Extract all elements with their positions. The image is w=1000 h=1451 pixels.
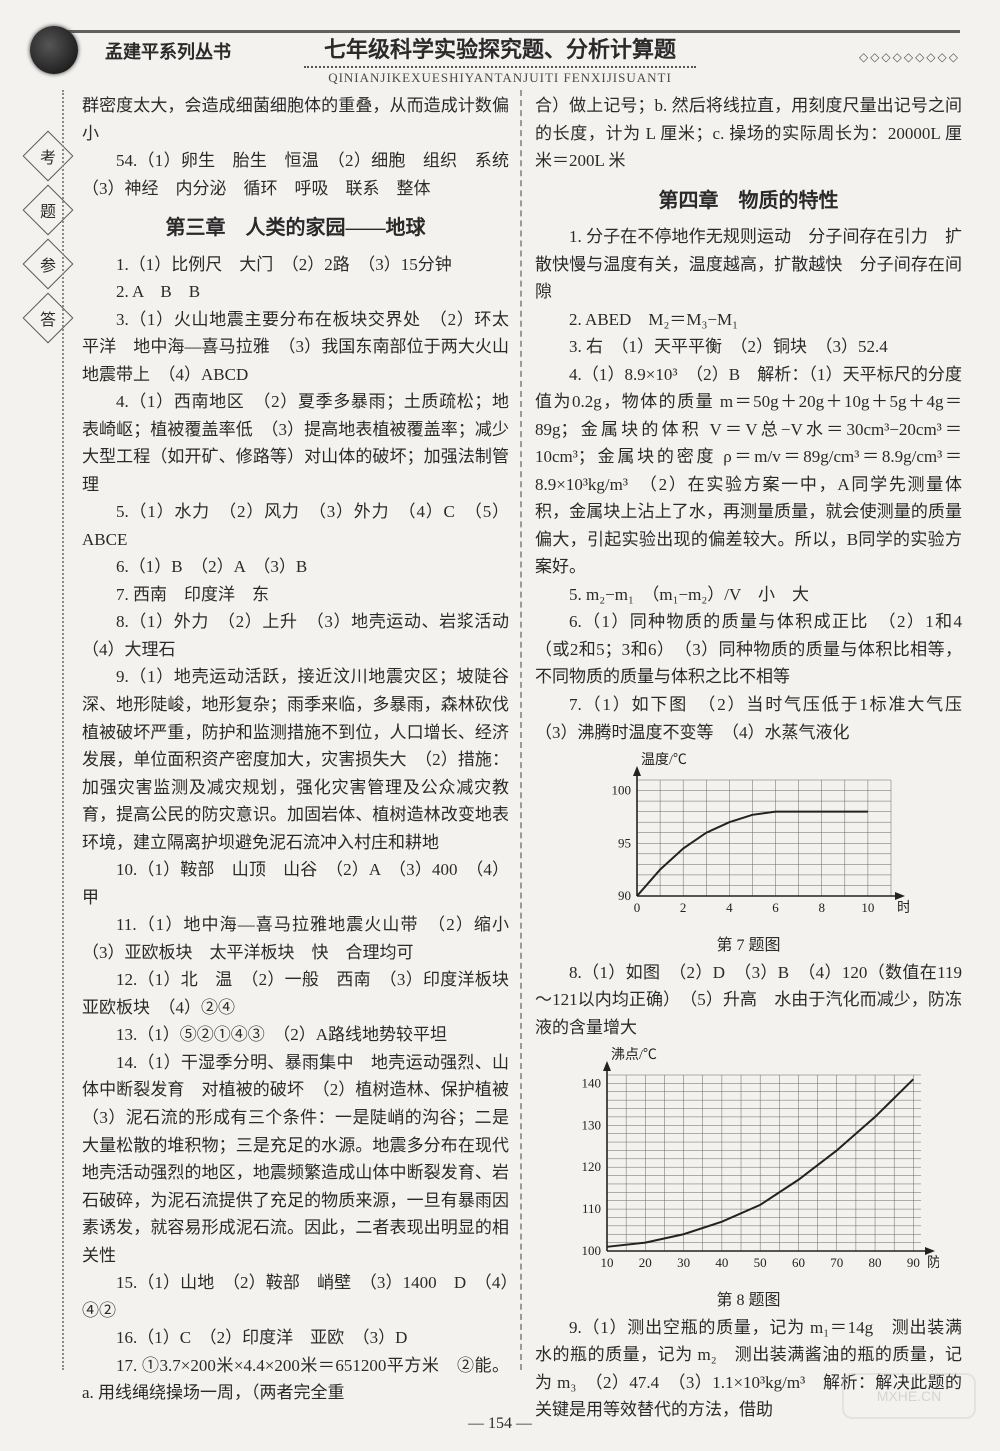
ch4-q6: 6.（1）同种物质的质量与体积成正比 （2）1和4（或2和5；3和6） （3）同… (535, 608, 962, 691)
svg-text:130: 130 (581, 1117, 601, 1132)
svg-text:2: 2 (679, 900, 686, 915)
ch3-q6: 6.（1）B （2）A （3）B (82, 553, 509, 581)
svg-text:70: 70 (830, 1255, 843, 1270)
svg-text:80: 80 (868, 1255, 881, 1270)
svg-text:140: 140 (581, 1075, 601, 1090)
svg-text:0: 0 (633, 900, 640, 915)
ans-continued: 群密度太大，会造成细菌细胞体的重叠，从而造成计数偏小 (82, 92, 509, 147)
figure-q8-caption: 第 8 题图 (535, 1288, 962, 1314)
ch3-q14: 14.（1）干湿季分明、暴雨集中 地壳运动强烈、山体中断裂发育 对植被的破坏 （… (82, 1049, 509, 1269)
chapter-3-title: 第三章 人类的家园——地球 (82, 212, 509, 244)
side-label-column: 考 题 参 答 (30, 120, 70, 354)
ch4-q8: 8.（1）如图 （2）D （3）B （4）120（数值在119～121以内均正确… (535, 959, 962, 1042)
side-dia-2: 题 (23, 185, 74, 236)
book-title: 七年级科学实验探究题、分析计算题 (304, 32, 696, 68)
ch3-q4: 4.（1）西南地区 （2）夏季多暴雨；土质疏松；地表崎岖；植被覆盖率低 （3）提… (82, 388, 509, 498)
figure-q7-caption: 第 7 题图 (535, 933, 962, 959)
chart-q8-svg: 10 20 30 40 50 60 70 80 90 100 110 120 130 140 防冻液含量/%… (559, 1047, 939, 1277)
ch3-q5: 5.（1）水力 （2）风力 （3）外力 （4）C （5）ABCE (82, 498, 509, 553)
svg-text:40: 40 (715, 1255, 728, 1270)
svg-text:90: 90 (906, 1255, 919, 1270)
ch4-q4: 4.（1）8.9×10³ （2）B 解析：（1）天平标尺的分度值为0.2g，物体… (535, 361, 962, 581)
svg-text:8: 8 (818, 900, 825, 915)
ch4-q2: 2. ABED M₂＝M₃−M₁ (535, 306, 962, 334)
ch4-q3: 3. 右 （1）天平平衡 （2）铜块 （3）52.4 (535, 333, 962, 361)
svg-text:30: 30 (677, 1255, 690, 1270)
side-dia-1-label: 考 (40, 144, 56, 168)
ch3-q11: 11.（1）地中海—喜马拉雅地震火山带 （2）缩小 （3）亚欧板块 太平洋板块 … (82, 911, 509, 966)
svg-text:100: 100 (581, 1243, 601, 1258)
ch3-q15: 15.（1）山地 （2）鞍部 峭壁 （3）1400 D （4）④② (82, 1269, 509, 1324)
ch4-q7: 7.（1）如下图 （2）当时气压低于1标准大气压 （3）沸腾时温度不变等 （4）… (535, 691, 962, 746)
ch3-q7: 7. 西南 印度洋 东 (82, 581, 509, 609)
side-dia-4: 答 (23, 293, 74, 344)
svg-text:6: 6 (772, 900, 779, 915)
svg-text:60: 60 (791, 1255, 804, 1270)
ch3-q2: 2. A B B (82, 278, 509, 306)
side-dia-1: 考 (23, 131, 74, 182)
ch4-q5: 5. m₂−m₁ （m₁−m₂）/V 小 大 (535, 581, 962, 609)
ans-54: 54.（1）卵生 胎生 恒温 （2）细胞 组织 系统 （3）神经 内分泌 循环 … (82, 147, 509, 202)
svg-text:防冻液含量/%: 防冻液含量/% (927, 1254, 939, 1271)
svg-text:120: 120 (581, 1159, 601, 1174)
chapter-4-title: 第四章 物质的特性 (535, 185, 962, 217)
side-dia-4-label: 答 (40, 306, 56, 330)
ch3-q9: 9.（1）地壳运动活跃，接近汶川地震灾区；坡陡谷深、地形陡峻，地形复杂；雨季来临… (82, 663, 509, 856)
svg-text:110: 110 (581, 1201, 600, 1216)
figure-q7: 0 2 4 6 8 10 90 95 100 时间/min 温度/℃ (535, 752, 962, 931)
ch3-q16: 16.（1）C （2）印度洋 亚欧 （3）D (82, 1324, 509, 1352)
ch3-q12: 12.（1）北 温 （2）一般 西南 （3）印度洋板块 亚欧板块 （4）②④ (82, 966, 509, 1021)
ch3-q3: 3.（1）火山地震主要分布在板块交界处 （2）环太平洋 地中海—喜马拉雅 （3）… (82, 306, 509, 389)
svg-text:95: 95 (618, 835, 631, 850)
ch3-q8: 8.（1）外力 （2）上升 （3）地壳运动、岩浆活动 （4）大理石 (82, 608, 509, 663)
ch3-q13: 13.（1）⑤②①④③ （2）A路线地势较平坦 (82, 1021, 509, 1049)
svg-text:4: 4 (726, 900, 733, 915)
svg-text:沸点/℃: 沸点/℃ (611, 1047, 657, 1063)
svg-text:50: 50 (753, 1255, 766, 1270)
svg-text:90: 90 (618, 888, 631, 903)
watermark-badge: MXHE.CN (842, 1373, 976, 1419)
side-dia-3-label: 参 (40, 252, 56, 276)
svg-text:10: 10 (600, 1255, 613, 1270)
page-header: 七年级科学实验探究题、分析计算题 QINIANJIKEXUESHIYANTANJ… (0, 32, 1000, 86)
side-dia-2-label: 题 (40, 198, 56, 222)
figure-q8: 10 20 30 40 50 60 70 80 90 100 110 120 130 140 防冻液含量/%… (535, 1047, 962, 1286)
ch3-q17: 17. ①3.7×200米×4.4×200米＝651200平方米 ②能。a. 用… (82, 1352, 509, 1407)
decorative-dots: ◇◇◇◇◇◇◇◇◇ (859, 50, 960, 65)
ch3-q10: 10.（1）鞍部 山顶 山谷 （2）A （3）400 （4）甲 (82, 856, 509, 911)
svg-text:温度/℃: 温度/℃ (641, 752, 687, 768)
ch3-q17-cont: 合）做上记号；b. 然后将线拉直，用刻度尺量出记号之间的长度，计为 L 厘米；c… (535, 92, 962, 175)
chart-q7-svg: 0 2 4 6 8 10 90 95 100 时间/min 温度/℃ (589, 752, 909, 922)
book-title-pinyin: QINIANJIKEXUESHIYANTANJUITI FENXIJISUANT… (0, 70, 1000, 86)
ch4-q1: 1. 分子在不停地作无规则运动 分子间存在引力 扩散快慢与温度有关，温度越高，扩… (535, 223, 962, 306)
body-text: 群密度太大，会造成细菌细胞体的重叠，从而造成计数偏小 54.（1）卵生 胎生 恒… (82, 92, 962, 1401)
svg-text:10: 10 (861, 900, 874, 915)
side-dia-3: 参 (23, 239, 74, 290)
svg-text:100: 100 (611, 783, 631, 798)
svg-text:时间/min: 时间/min (897, 900, 909, 916)
svg-text:20: 20 (638, 1255, 651, 1270)
ch3-q1: 1.（1）比例尺 大门 （2）2路 （3）15分钟 (82, 251, 509, 279)
left-dotted-rule (62, 90, 64, 1370)
